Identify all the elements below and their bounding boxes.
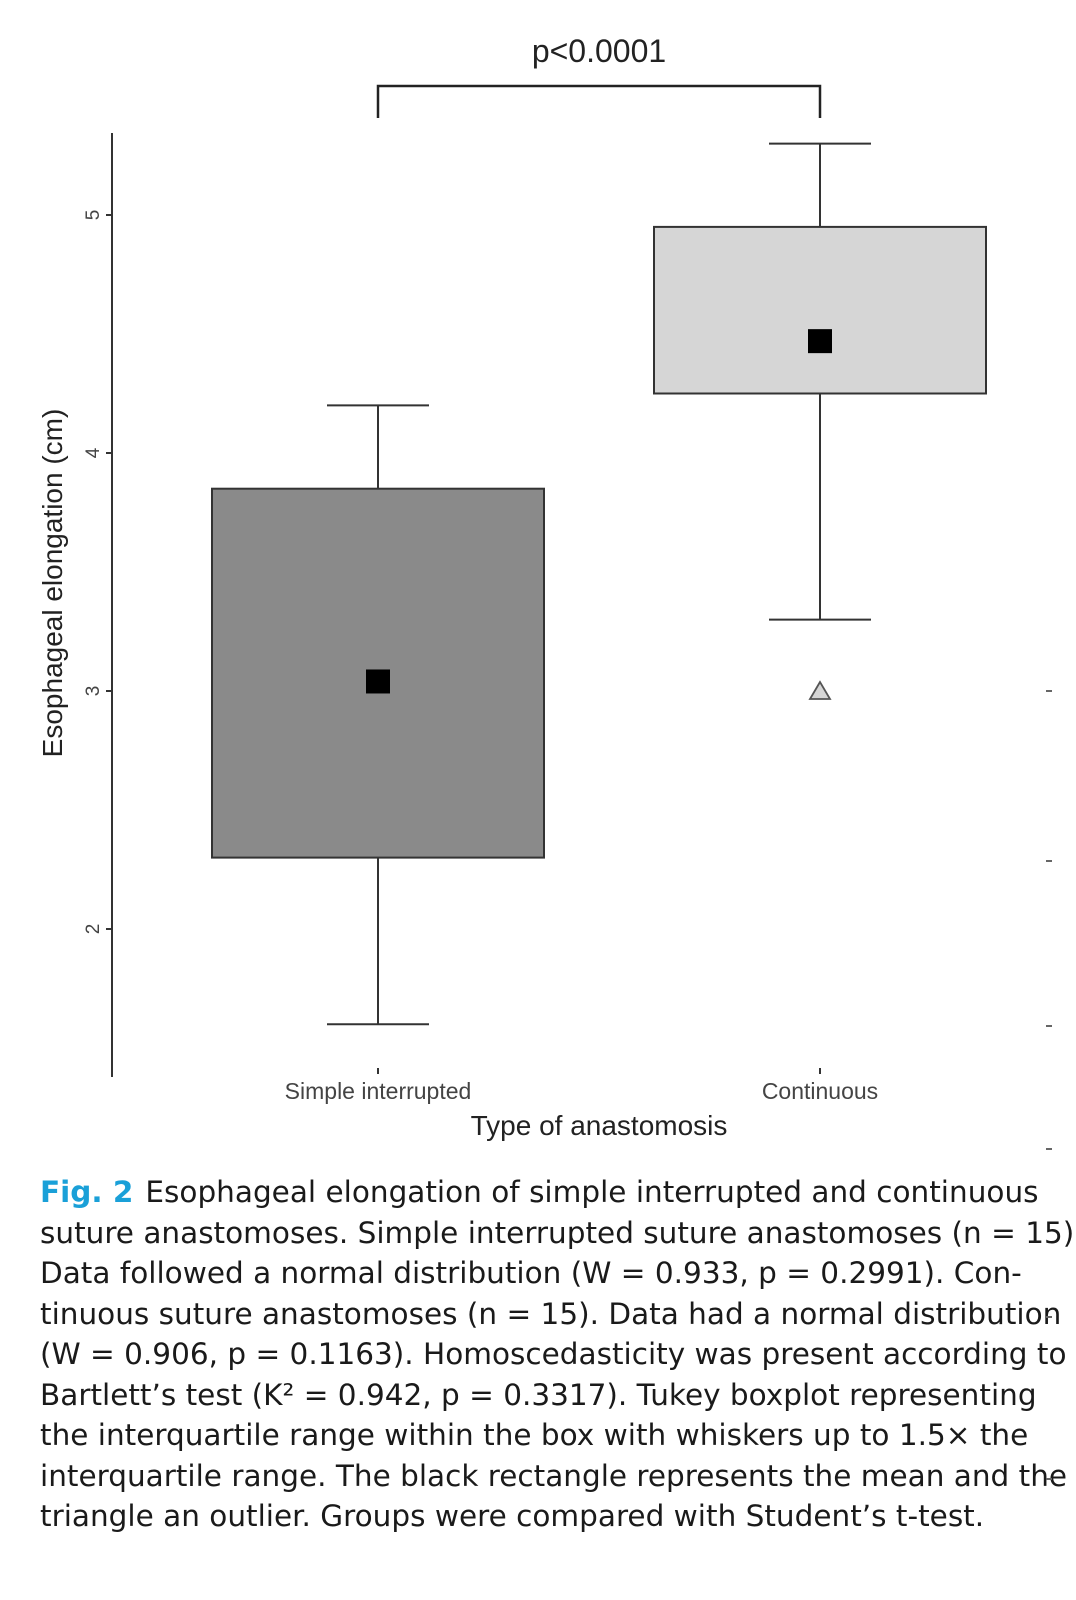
y-axis-ticks: 2 3 4 5 (83, 210, 112, 935)
caption-line: tinuous suture anastomoses (n = 15). Dat… (40, 1296, 1062, 1331)
box-group (653, 142, 987, 700)
page-edge-mark (1046, 690, 1052, 692)
x-tick-label: Continuous (762, 1078, 878, 1104)
mean-marker (366, 669, 390, 694)
significance-bracket (376, 84, 822, 118)
y-tick-label: 3 (83, 686, 104, 697)
boxplot-chart: 2 3 4 5 Simple interrupted Continuous Esopha… (37, 33, 987, 1141)
page-edge-mark (1046, 1025, 1052, 1027)
caption-line: Bartlett’s test (K² = 0.942, p = 0.3317)… (40, 1377, 1037, 1412)
y-tick-label: 4 (83, 447, 104, 458)
significance-label: p<0.0001 (532, 33, 666, 69)
boxes-layer (211, 142, 987, 1026)
outlier-marker (808, 680, 832, 700)
iqr-box (653, 225, 987, 395)
y-tick-label: 2 (83, 924, 104, 935)
caption-line: triangle an outlier. Groups were compare… (40, 1499, 985, 1533)
page-edge-mark (1046, 860, 1052, 862)
caption-line: (W = 0.906, p = 0.1163). Homoscedasticit… (40, 1337, 1067, 1371)
page-edge-mark (1046, 1148, 1052, 1150)
caption-text: Esophageal elongation of simple interrup… (145, 1175, 1039, 1209)
y-tick-label: 5 (83, 210, 104, 221)
caption-line: Fig. 2 Esophageal elongation of simple in… (40, 1172, 1039, 1213)
caption-line: Data followed a normal distribution (W =… (40, 1256, 1022, 1290)
x-axis-title: Type of anastomosis (471, 1110, 728, 1141)
figure-label: Fig. 2 (40, 1175, 134, 1209)
y-axis-title: Esophageal elongation (cm) (37, 409, 68, 758)
caption-line: suture anastomoses. Simple interrupted s… (40, 1215, 1076, 1250)
caption-line: the interquartile range within the box w… (40, 1418, 1029, 1452)
x-tick-label: Simple interrupted (285, 1078, 472, 1104)
page-edge-mark (1046, 1316, 1052, 1318)
page-edge-mark (1046, 1478, 1052, 1480)
figure-caption: Fig. 2 Esophageal elongation of simple in… (40, 1172, 1076, 1537)
x-axis-ticks: Simple interrupted Continuous (285, 1068, 878, 1104)
caption-line: interquartile range. The black rectangle… (40, 1458, 1068, 1493)
box-group (211, 404, 545, 1026)
mean-marker (808, 329, 832, 354)
